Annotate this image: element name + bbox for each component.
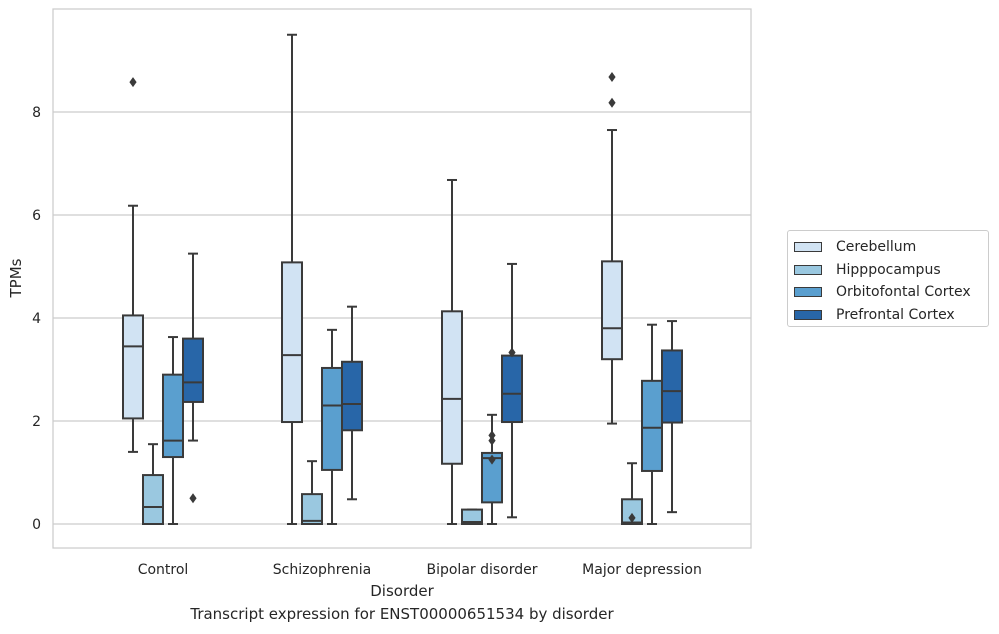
y-tick-label: 0 xyxy=(32,517,41,533)
legend-swatch xyxy=(794,264,822,275)
outlier-point xyxy=(628,512,636,523)
outlier-point xyxy=(608,71,616,82)
legend: Cerebellum Hipppocampus Orbitofontal Corte… xyxy=(787,230,989,327)
outlier-point xyxy=(608,97,616,108)
box-cerebellum xyxy=(122,77,144,453)
box-prefrontal-cortex xyxy=(341,305,363,501)
chart-caption: Transcript expression for ENST0000065153… xyxy=(190,605,614,623)
box-cerebellum xyxy=(601,71,623,425)
iqr-box xyxy=(601,260,623,361)
legend-swatch xyxy=(794,287,822,298)
outlier-point xyxy=(488,435,496,446)
iqr-box xyxy=(661,349,683,424)
x-tick-label: Bipolar disorder xyxy=(426,562,537,578)
iqr-box xyxy=(441,310,463,465)
legend-item: Hipppocampus xyxy=(794,259,988,282)
box-hipppocampus xyxy=(621,462,643,525)
box-orbitofontal-cortex xyxy=(481,413,503,525)
x-tick-labels: Control Schizophrenia Bipolar disorder Majo… xyxy=(138,562,702,578)
box-prefrontal-cortex xyxy=(501,262,523,519)
iqr-box xyxy=(321,366,343,471)
outlier-point xyxy=(129,77,137,88)
iqr-box xyxy=(162,373,184,459)
legend-label: Prefrontal Cortex xyxy=(836,306,955,323)
legend-item: Cerebellum xyxy=(794,236,988,259)
legend-swatch xyxy=(794,242,822,253)
outlier-point xyxy=(488,454,496,465)
iqr-box xyxy=(641,379,663,472)
iqr-box xyxy=(461,508,483,525)
box-cerebellum xyxy=(441,178,463,525)
box-prefrontal-cortex xyxy=(661,320,683,514)
y-tick-labels: 0 2 4 6 8 xyxy=(32,105,41,533)
legend-item: Prefrontal Cortex xyxy=(794,304,988,327)
outlier-point xyxy=(488,430,496,441)
legend-label: Hipppocampus xyxy=(836,261,941,278)
plot-area-frame xyxy=(52,8,752,549)
box-hipppocampus xyxy=(142,443,164,526)
outlier-point xyxy=(508,347,516,358)
x-tick-label: Major depression xyxy=(582,562,702,578)
iqr-box xyxy=(142,474,164,526)
y-tick-label: 4 xyxy=(32,311,41,327)
x-tick-label: Control xyxy=(138,562,189,578)
box-cerebellum xyxy=(281,33,303,525)
box-orbitofontal-cortex xyxy=(162,336,184,525)
boxes-layer xyxy=(122,33,683,526)
iqr-box xyxy=(122,314,144,420)
x-tick-label: Schizophrenia xyxy=(273,562,371,578)
legend-swatch xyxy=(794,309,822,320)
iqr-box xyxy=(341,360,363,432)
box-orbitofontal-cortex xyxy=(641,323,663,525)
y-tick-label: 6 xyxy=(32,208,41,224)
iqr-box xyxy=(301,493,323,526)
legend-item: Orbitofontal Cortex xyxy=(794,281,988,304)
outlier-point xyxy=(189,493,197,504)
iqr-box xyxy=(501,354,523,424)
x-axis-label: Disorder xyxy=(370,582,434,600)
box-hipppocampus xyxy=(461,508,483,525)
iqr-box xyxy=(621,498,643,525)
y-tick-label: 8 xyxy=(32,105,41,121)
box-hipppocampus xyxy=(301,460,323,526)
y-axis-label: TPMs xyxy=(7,258,25,298)
legend-label: Orbitofontal Cortex xyxy=(836,284,971,301)
legend-label: Cerebellum xyxy=(836,239,917,256)
box-orbitofontal-cortex xyxy=(321,328,343,525)
iqr-box xyxy=(281,261,303,424)
iqr-box xyxy=(481,451,503,504)
iqr-box xyxy=(182,337,204,403)
y-tick-label: 2 xyxy=(32,414,41,430)
box-prefrontal-cortex xyxy=(182,252,204,504)
